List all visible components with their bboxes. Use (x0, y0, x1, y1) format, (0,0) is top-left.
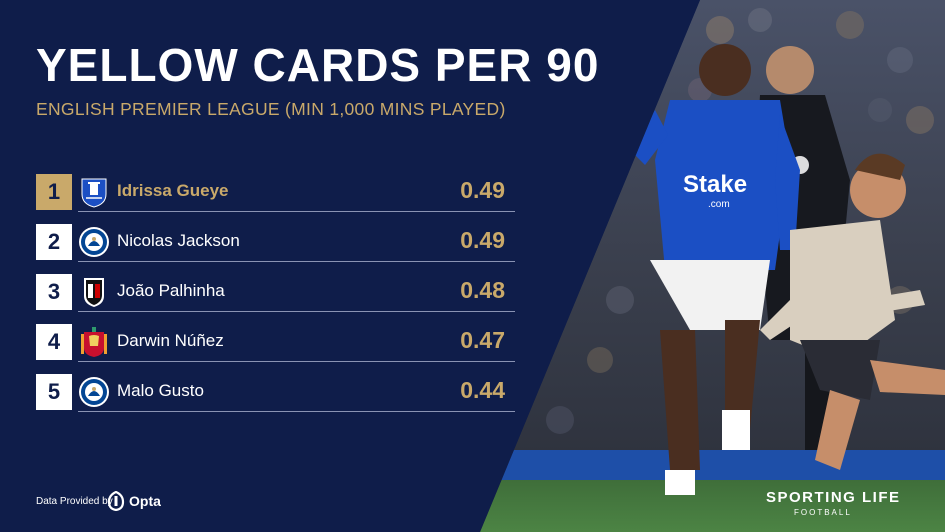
opta-logo-icon (107, 491, 125, 511)
player-name: Malo Gusto (117, 381, 204, 400)
value-label: 0.48 (460, 277, 505, 303)
row-divider (78, 411, 515, 412)
stake-sponsor-sub: .com (708, 199, 730, 210)
table-row: 2 Nicolas Jackson 0.49 (36, 224, 515, 262)
liverpool-crest-icon (81, 327, 107, 357)
player-name: João Palhinha (117, 281, 225, 300)
row-divider (78, 261, 515, 262)
fulham-crest-icon (84, 278, 104, 307)
everton-crest-icon (81, 178, 107, 208)
rank-badge: 3 (36, 274, 72, 310)
table-row: 5 Malo Gusto 0.44 (36, 374, 515, 412)
chelsea-crest-icon (79, 227, 109, 257)
rank-badge: 4 (36, 324, 72, 360)
data-provided-label: Data Provided by (36, 496, 113, 507)
row-divider (78, 211, 515, 212)
rank-badge: 1 (36, 174, 72, 210)
opta-label: Opta (129, 493, 161, 509)
table-row: 3 João Palhinha 0.48 (36, 274, 515, 312)
sporting-life-logo: SPORTING LIFE (766, 489, 901, 506)
stake-sponsor-text: Stake (683, 171, 747, 198)
player-name: Darwin Núñez (117, 331, 224, 350)
rank-badge: 2 (36, 224, 72, 260)
row-divider (78, 311, 515, 312)
sporting-life-sub: FOOTBALL (794, 508, 852, 517)
value-label: 0.44 (460, 377, 505, 403)
chart-subtitle: ENGLISH PREMIER LEAGUE (MIN 1,000 MINS P… (36, 99, 506, 119)
row-divider (78, 361, 515, 362)
value-label: 0.47 (460, 327, 505, 353)
value-label: 0.49 (460, 227, 505, 253)
player-name: Idrissa Gueye (117, 181, 229, 200)
value-label: 0.49 (460, 177, 505, 203)
chart-title: YELLOW CARDS PER 90 (36, 39, 600, 91)
player-name: Nicolas Jackson (117, 231, 240, 250)
rank-badge: 5 (36, 374, 72, 410)
table-row: 1 Idrissa Gueye 0.49 (36, 174, 515, 212)
chelsea-crest-icon (79, 377, 109, 407)
table-row: 4 Darwin Núñez 0.47 (36, 324, 515, 362)
